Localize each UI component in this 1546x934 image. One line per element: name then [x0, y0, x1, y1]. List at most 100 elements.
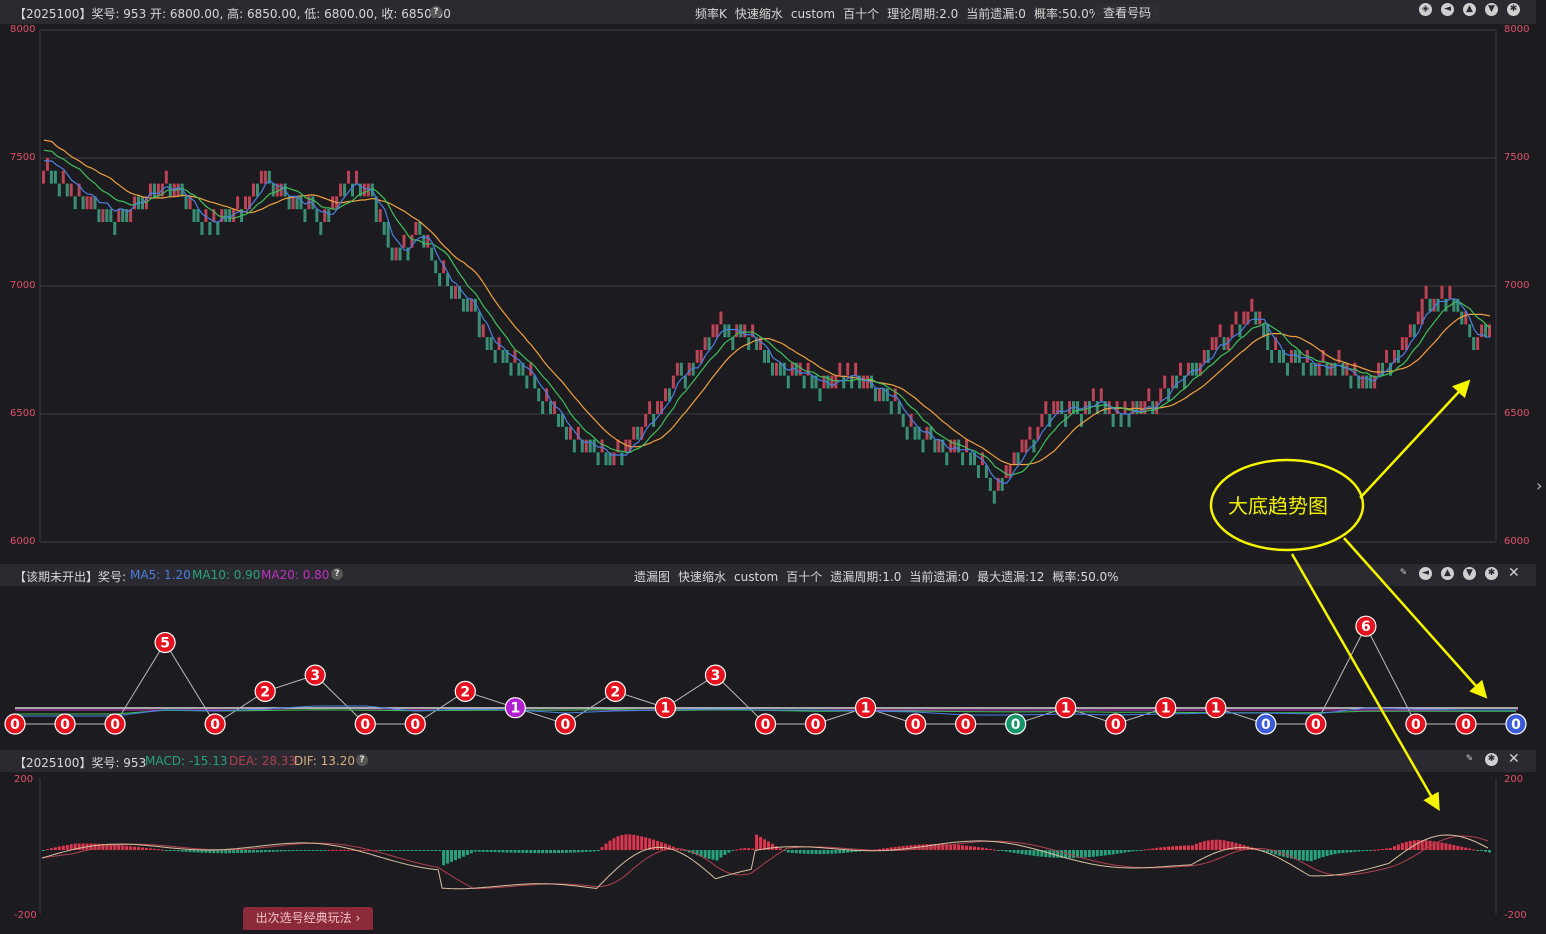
back-icon[interactable]: ◄	[1419, 567, 1432, 580]
macd-bar	[822, 850, 826, 854]
macd-bar	[667, 845, 671, 850]
candle-body	[1274, 338, 1277, 349]
miss-param-1: 快速缩水	[678, 570, 727, 584]
macd-bar	[1476, 850, 1480, 851]
macd-bar	[125, 845, 129, 850]
y-label-right-8000: 8000	[1504, 24, 1530, 35]
dif-line	[41, 834, 1489, 890]
candle-body	[288, 197, 290, 209]
question-icon[interactable]: ?	[331, 568, 343, 580]
gear-icon[interactable]: ✱	[1485, 567, 1498, 580]
candle-body	[268, 171, 271, 183]
macd-bar	[133, 846, 137, 850]
candle-body	[319, 223, 322, 234]
candle-body	[779, 363, 782, 375]
miss-node-label: 0	[60, 717, 70, 733]
macd-bar	[1373, 849, 1377, 851]
candle-body	[1369, 376, 1372, 388]
macd-bar	[1234, 842, 1238, 850]
miss-node: 1	[1055, 697, 1077, 719]
macd-bar	[953, 844, 957, 850]
miss-chart: 0 0 0 5 0 2 3 0 0 2 1 0 2 1 3 0 0 1 0 0 0 1 0 1 1 0 0 6 0 0 0	[4, 615, 1527, 735]
macd-bar	[1480, 850, 1484, 852]
macd-bar	[351, 849, 354, 851]
candle-body	[1318, 363, 1321, 375]
kline-param-6: 概率:50.0%	[1033, 7, 1101, 21]
macd-bar	[1004, 850, 1008, 852]
candle-body	[193, 210, 195, 221]
kline-param-4: 理论周期:2.0	[887, 7, 959, 21]
macd-bar	[255, 850, 259, 853]
candle-body	[827, 376, 829, 388]
macd-bar	[57, 846, 61, 850]
macd-bar	[711, 850, 715, 860]
miss-node-circle	[1205, 697, 1227, 719]
miss-node: 0	[4, 713, 26, 735]
macd-bar	[1404, 841, 1408, 850]
candle-body	[327, 210, 330, 221]
candle-body	[236, 197, 239, 209]
gear-icon[interactable]: ✱	[1507, 3, 1520, 16]
candle-body	[430, 248, 433, 260]
macd-bar	[477, 850, 481, 852]
candle-body	[105, 210, 108, 221]
macd-bar	[513, 850, 517, 853]
macd-bar	[719, 850, 723, 858]
macd-bar	[240, 850, 244, 853]
compass-icon[interactable]: ◈	[1419, 3, 1432, 16]
view-number-button[interactable]: 查看号码	[1095, 4, 1160, 22]
expand-arrow-icon[interactable]: ›	[1536, 476, 1543, 495]
question-icon[interactable]: ?	[430, 6, 442, 18]
candle-body	[54, 171, 57, 183]
candle-body	[208, 223, 211, 234]
candle-body	[474, 299, 477, 311]
up-icon[interactable]: ▲	[1463, 3, 1476, 16]
macd-bar	[1147, 848, 1151, 850]
candle-body	[1349, 376, 1352, 388]
macd-bar	[1408, 840, 1412, 850]
pin-icon[interactable]: ✎	[1399, 568, 1408, 578]
candle-body	[1092, 389, 1095, 401]
candle-body	[90, 197, 92, 209]
miss-node: 1	[504, 697, 526, 719]
macd-bar	[156, 849, 160, 851]
candle-body	[1286, 363, 1289, 375]
macd-bar	[442, 850, 446, 866]
macd-bar	[204, 850, 208, 853]
pin-icon[interactable]: ✎	[1465, 754, 1474, 764]
macd-bar	[1020, 850, 1024, 855]
candle-body	[1421, 299, 1424, 324]
classic-play-button[interactable]: 出次选号经典玩法 ›	[243, 907, 373, 930]
candle-body	[244, 197, 247, 209]
macd-bar	[402, 850, 406, 851]
candle-body	[1044, 402, 1047, 413]
up-icon[interactable]: ▲	[1441, 567, 1454, 580]
close-icon[interactable]: ✕	[1508, 751, 1520, 767]
down-icon[interactable]: ▼	[1463, 567, 1476, 580]
macd-bar	[529, 850, 533, 854]
candles	[42, 158, 1491, 504]
gear-icon[interactable]: ✱	[1485, 753, 1498, 766]
down-icon[interactable]: ▼	[1485, 3, 1498, 16]
candle-body	[458, 287, 461, 298]
close-icon[interactable]: ✕	[1508, 565, 1520, 581]
macd-bar	[406, 850, 410, 851]
macd-bar	[382, 850, 386, 851]
miss-node-label: 0	[410, 717, 420, 733]
macd-bar	[1119, 850, 1123, 854]
candle-body	[1195, 363, 1198, 375]
macd-bar	[541, 850, 545, 854]
macd-bar	[509, 850, 513, 853]
candle-body	[276, 184, 279, 196]
macd-bar	[790, 850, 794, 853]
candle-body	[1147, 389, 1150, 401]
macd-bar	[49, 848, 53, 850]
back-icon[interactable]: ◄	[1441, 3, 1454, 16]
candle-body	[1076, 402, 1079, 413]
miss-node: 5	[154, 631, 176, 654]
macd-bar	[497, 850, 501, 853]
question-icon[interactable]: ?	[356, 754, 368, 766]
candle-body	[926, 427, 928, 439]
candle-body	[50, 171, 53, 183]
candle-body	[906, 427, 909, 439]
